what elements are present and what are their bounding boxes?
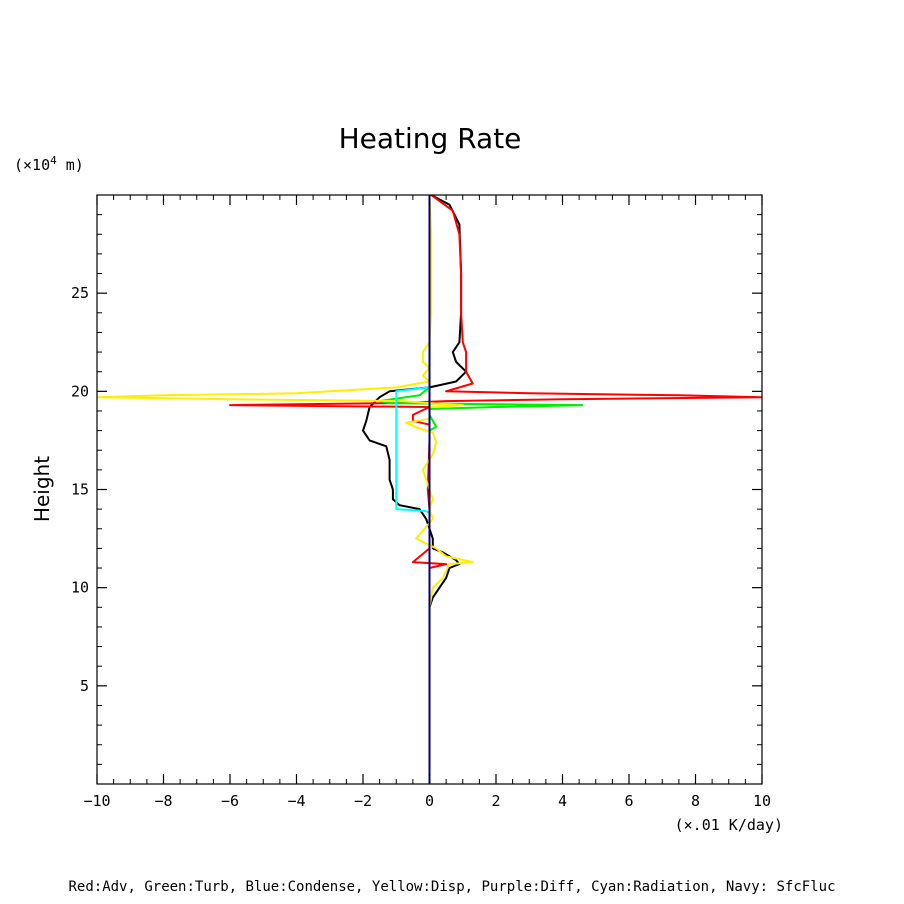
x-tick-label: 10 [753,792,771,810]
series-line-2 [378,386,584,745]
x-tick-label: 4 [558,792,567,810]
y-tick-label: 10 [71,579,89,597]
y-tick-label: 5 [80,677,89,695]
y-unit-label: (×104 m) [14,154,84,174]
legend-text: Red:Adv, Green:Turb, Blue:Condense, Yell… [68,879,835,895]
x-tick-label: −8 [154,792,172,810]
x-tick-label: 6 [624,792,633,810]
y-axis-label: Height [30,456,54,522]
x-tick-label: −6 [221,792,239,810]
series-line-0 [362,195,468,745]
series-line-1 [229,195,762,745]
series-line-4 [395,386,431,514]
y-tick-label: 15 [71,481,89,499]
x-tick-label: −10 [83,792,110,810]
axes-layer: −10 −8 −6 −4 −2 0 2 4 6 8 10 5 10 15 20 25 [71,194,771,810]
x-unit-label: (×.01 K/day) [675,816,783,834]
chart-title: Heating Rate [339,122,522,155]
x-tick-label: 8 [691,792,700,810]
x-tick-label: −4 [287,792,305,810]
x-tick-label: 0 [425,792,434,810]
series-line-3 [97,195,474,745]
series-layer [97,195,762,784]
y-tick-label: 25 [71,284,89,302]
y-tick-label: 20 [71,382,89,400]
x-tick-label: −2 [354,792,372,810]
x-tick-label: 2 [491,792,500,810]
